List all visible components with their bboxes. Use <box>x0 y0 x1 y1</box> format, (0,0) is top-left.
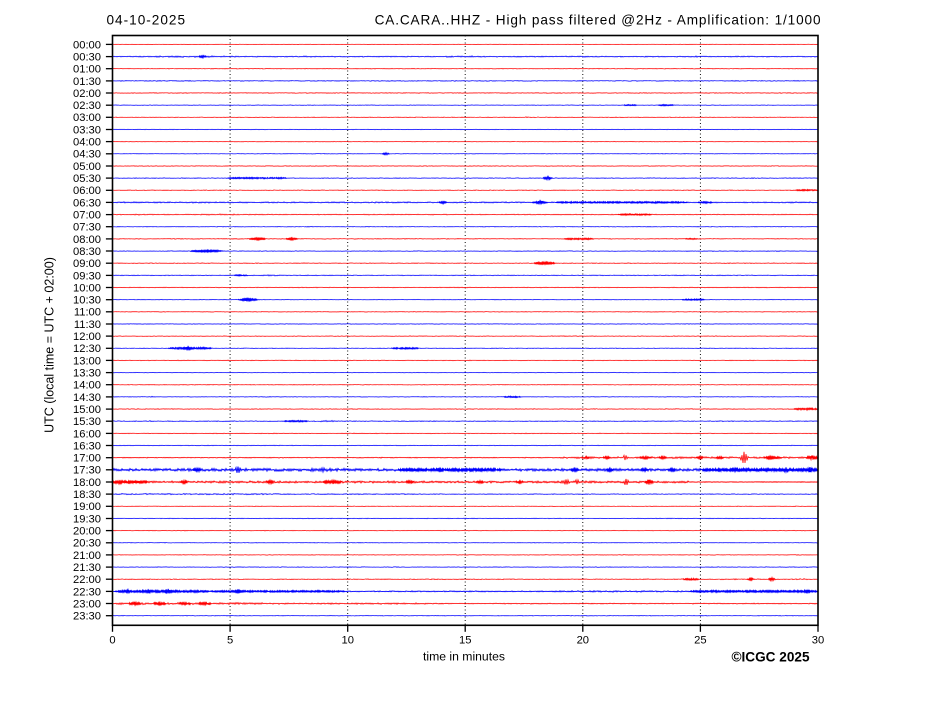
svg-text:01:00: 01:00 <box>73 64 101 76</box>
svg-text:17:00: 17:00 <box>73 453 101 465</box>
svg-text:09:30: 09:30 <box>73 270 101 282</box>
svg-text:16:00: 16:00 <box>73 428 101 440</box>
svg-text:15: 15 <box>459 635 471 647</box>
svg-text:04:00: 04:00 <box>73 137 101 149</box>
svg-text:05:00: 05:00 <box>73 161 101 173</box>
svg-text:22:00: 22:00 <box>73 574 101 586</box>
svg-text:©ICGC 2025: ©ICGC 2025 <box>731 650 809 665</box>
svg-text:20:30: 20:30 <box>73 538 101 550</box>
svg-text:07:30: 07:30 <box>73 222 101 234</box>
svg-text:05:30: 05:30 <box>73 173 101 185</box>
svg-text:14:30: 14:30 <box>73 392 101 404</box>
svg-text:12:00: 12:00 <box>73 331 101 343</box>
svg-text:20: 20 <box>577 635 589 647</box>
svg-text:16:30: 16:30 <box>73 440 101 452</box>
svg-text:02:30: 02:30 <box>73 100 101 112</box>
svg-text:18:30: 18:30 <box>73 489 101 501</box>
svg-text:10:00: 10:00 <box>73 282 101 294</box>
svg-text:07:00: 07:00 <box>73 210 101 222</box>
svg-text:17:30: 17:30 <box>73 465 101 477</box>
svg-text:10:30: 10:30 <box>73 295 101 307</box>
svg-text:19:30: 19:30 <box>73 513 101 525</box>
svg-text:14:00: 14:00 <box>73 380 101 392</box>
svg-text:06:30: 06:30 <box>73 197 101 209</box>
svg-text:06:00: 06:00 <box>73 185 101 197</box>
svg-text:19:00: 19:00 <box>73 501 101 513</box>
svg-text:22:30: 22:30 <box>73 586 101 598</box>
svg-text:13:30: 13:30 <box>73 368 101 380</box>
svg-text:00:00: 00:00 <box>73 39 101 51</box>
svg-text:08:30: 08:30 <box>73 246 101 258</box>
svg-text:10: 10 <box>341 635 353 647</box>
svg-text:03:30: 03:30 <box>73 124 101 136</box>
svg-text:15:00: 15:00 <box>73 404 101 416</box>
svg-text:03:00: 03:00 <box>73 112 101 124</box>
svg-text:UTC (local time = UTC + 02:00): UTC (local time = UTC + 02:00) <box>43 257 57 433</box>
svg-text:00:30: 00:30 <box>73 52 101 64</box>
svg-text:13:00: 13:00 <box>73 355 101 367</box>
svg-text:CA.CARA..HHZ - High pass filte: CA.CARA..HHZ - High pass filtered @2Hz -… <box>375 12 822 27</box>
svg-text:21:30: 21:30 <box>73 562 101 574</box>
svg-text:04:30: 04:30 <box>73 149 101 161</box>
svg-text:0: 0 <box>109 635 115 647</box>
svg-text:30: 30 <box>812 635 824 647</box>
svg-text:09:00: 09:00 <box>73 258 101 270</box>
svg-text:11:30: 11:30 <box>74 319 101 331</box>
svg-text:18:00: 18:00 <box>73 477 101 489</box>
svg-text:23:30: 23:30 <box>73 611 101 623</box>
svg-text:15:30: 15:30 <box>73 416 101 428</box>
svg-text:20:00: 20:00 <box>73 526 101 538</box>
svg-text:08:00: 08:00 <box>73 234 101 246</box>
svg-text:01:30: 01:30 <box>73 76 101 88</box>
svg-text:25: 25 <box>694 635 706 647</box>
svg-text:23:00: 23:00 <box>73 598 101 610</box>
svg-text:time in minutes: time in minutes <box>423 650 505 664</box>
svg-text:04-10-2025: 04-10-2025 <box>107 12 187 27</box>
svg-text:12:30: 12:30 <box>73 343 101 355</box>
svg-text:21:00: 21:00 <box>73 550 101 562</box>
svg-text:02:00: 02:00 <box>73 88 101 100</box>
svg-text:11:00: 11:00 <box>74 307 101 319</box>
svg-text:5: 5 <box>227 635 233 647</box>
